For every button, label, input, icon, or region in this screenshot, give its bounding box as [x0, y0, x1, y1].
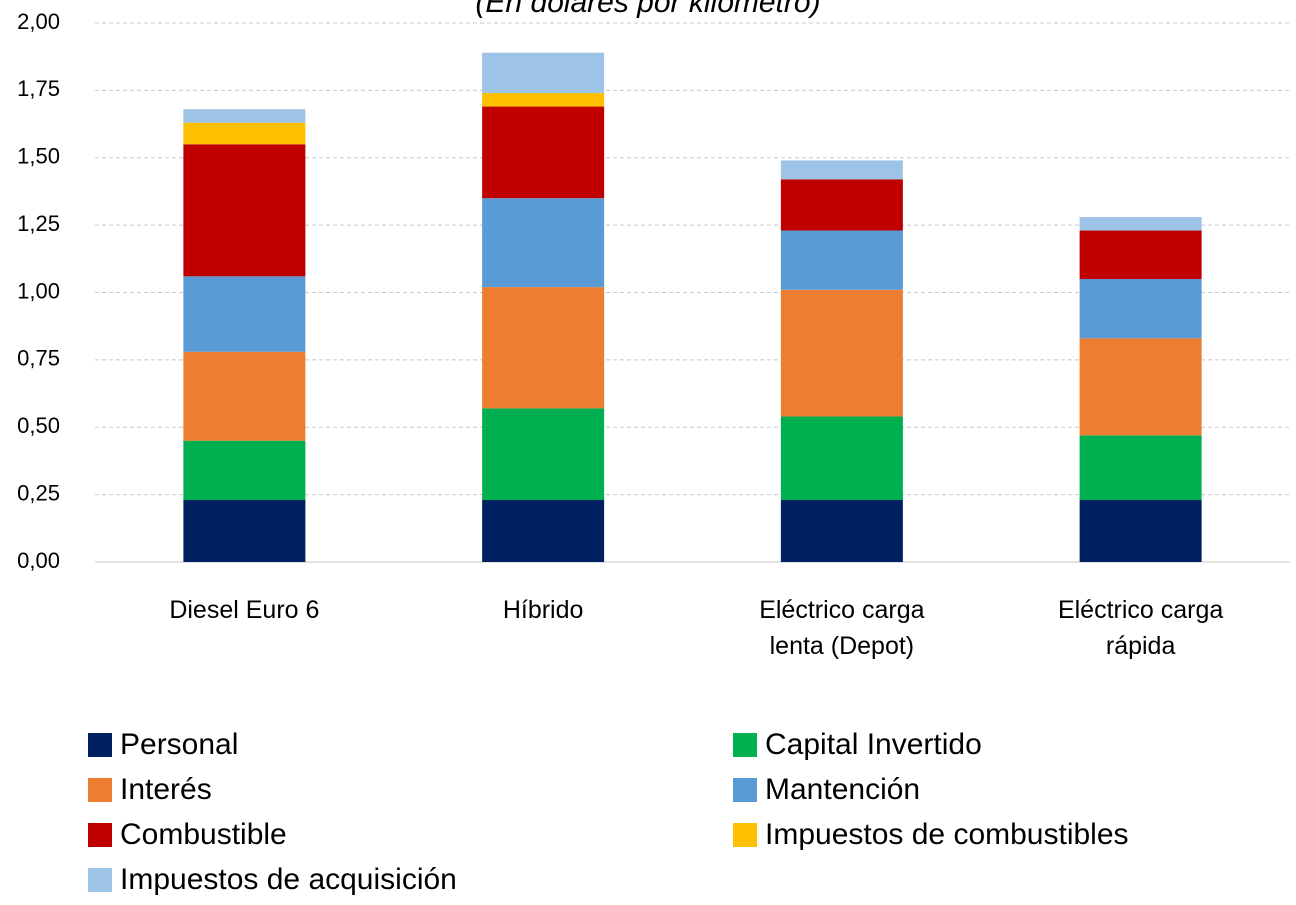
bar-segment: [482, 287, 605, 409]
bar-segment: [482, 93, 605, 107]
legend-item: Capital Invertido: [733, 727, 982, 763]
legend-label: Personal: [120, 728, 239, 761]
bar-segment: [1079, 500, 1202, 562]
legend-item: Personal: [88, 727, 238, 763]
legend-swatch: [733, 778, 757, 802]
bar-segment: [482, 106, 605, 199]
legend-item: Impuestos de combustibles: [733, 817, 1129, 853]
bar-segment: [1079, 230, 1202, 280]
bar-segment: [780, 160, 903, 180]
legend-label: Impuestos de combustibles: [765, 818, 1129, 851]
legend-swatch: [88, 868, 112, 892]
legend-swatch: [88, 778, 112, 802]
bar-segment: [183, 351, 306, 441]
y-tick-label: 1,00: [17, 278, 60, 303]
legend-swatch: [733, 823, 757, 847]
y-tick-label: 1,75: [17, 76, 60, 101]
bar-segment: [1079, 217, 1202, 231]
bar-segment: [780, 416, 903, 501]
bar-segment: [780, 289, 903, 417]
bar-segment: [780, 179, 903, 231]
y-tick-label: 1,50: [17, 144, 60, 169]
legend-label: Mantención: [765, 773, 921, 806]
bar-segment: [183, 144, 306, 277]
bar-segment: [183, 109, 306, 123]
bar-segment: [1079, 338, 1202, 436]
y-tick-label: 0,75: [17, 346, 60, 371]
legend-swatch: [733, 733, 757, 757]
legend-item: Impuestos de acquisición: [88, 862, 457, 898]
x-tick-label: Eléctrico carga rápida: [1057, 596, 1224, 660]
bar-segment: [482, 500, 605, 562]
bar-segment: [482, 52, 605, 94]
bar-segment: [1079, 279, 1202, 339]
legend-label: Interés: [120, 773, 212, 806]
legend-item: Interés: [88, 772, 212, 808]
y-tick-label: 0,25: [17, 480, 60, 505]
x-tick-label: Híbrido: [502, 596, 584, 624]
bar-segment: [183, 276, 306, 352]
legend-item: Mantención: [733, 772, 920, 808]
x-tick-label: Eléctrico carga lenta (Depot): [759, 596, 925, 660]
bar-segment: [482, 198, 605, 288]
legend-label: Impuestos de acquisición: [120, 863, 457, 896]
y-tick-label: 0,00: [17, 548, 60, 573]
legend-swatch: [88, 823, 112, 847]
bar-segment: [780, 500, 903, 562]
x-tick-label: Diesel Euro 6: [169, 596, 320, 624]
bar-segment: [183, 122, 306, 145]
bar-segment: [780, 230, 903, 290]
y-tick-label: 1,25: [17, 211, 60, 236]
chart-subtitle: (En dólares por kilómetro): [475, 0, 820, 19]
bar-segment: [482, 408, 605, 501]
bar-segment: [183, 440, 306, 501]
legend-swatch: [88, 733, 112, 757]
y-tick-label: 2,00: [17, 9, 60, 34]
y-tick-label: 0,50: [17, 413, 60, 438]
legend-label: Combustible: [120, 818, 287, 851]
bar-segment: [183, 500, 306, 562]
bar-segment: [1079, 435, 1202, 501]
legend-label: Capital Invertido: [765, 728, 982, 761]
legend-item: Combustible: [88, 817, 287, 853]
